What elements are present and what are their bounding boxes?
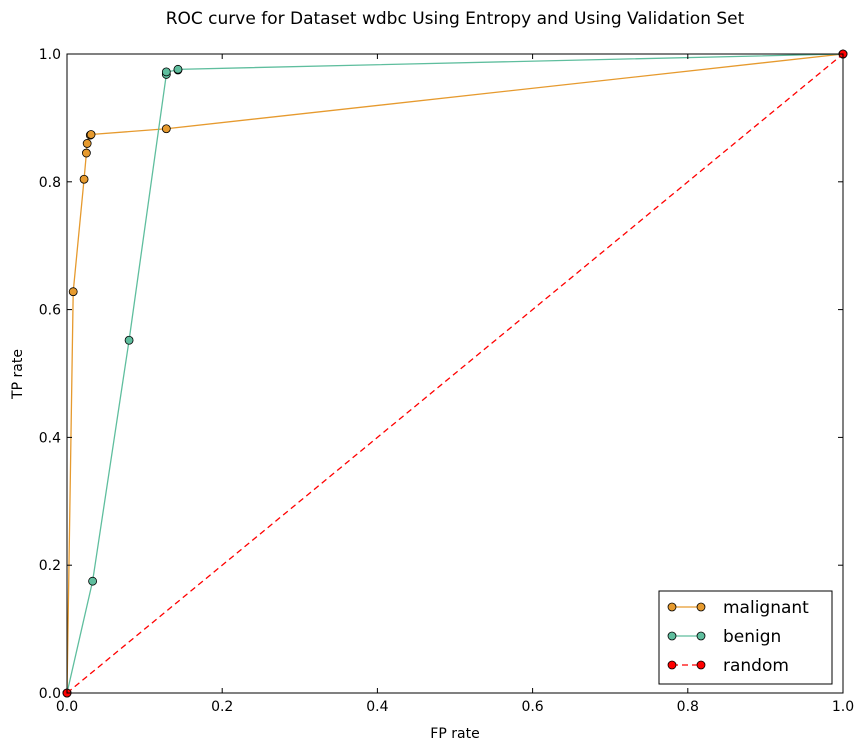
y-tick-label: 0.4 xyxy=(39,430,61,446)
malignant-point xyxy=(86,130,96,139)
series-layer xyxy=(62,49,848,698)
y-tick-label: 0.2 xyxy=(39,558,61,574)
x-axis-label: FP rate xyxy=(430,726,479,742)
malignant-point xyxy=(161,124,171,134)
legend-marker xyxy=(696,631,706,641)
legend-marker xyxy=(667,602,677,612)
y-axis-label: TP rate xyxy=(10,349,26,400)
legend-marker xyxy=(667,631,677,641)
y-tick-label: 0.6 xyxy=(39,303,61,319)
legend-marker xyxy=(696,660,706,670)
benign-point xyxy=(161,67,171,77)
legend-label: random xyxy=(723,656,789,676)
x-tick-label: 0.6 xyxy=(521,699,543,715)
legend-marker xyxy=(667,660,677,670)
benign-point xyxy=(173,64,183,74)
legend-item-random: random xyxy=(667,656,789,676)
legend-item-benign: benign xyxy=(667,627,781,647)
series-malignant xyxy=(62,49,848,698)
random-line xyxy=(67,54,843,693)
ticks-layer: 0.0 0.2 0.4 0.6 0.8 1.0 0.0 0.2 0.4 0.6 0.8 1.0 xyxy=(39,47,854,715)
plot-frame xyxy=(66,53,844,694)
x-tick-label: 1.0 xyxy=(832,699,854,715)
malignant-point xyxy=(79,174,89,184)
y-tick-label: 0.0 xyxy=(39,686,61,702)
y-tick-label: 0.8 xyxy=(39,175,61,191)
legend: malignant benign random xyxy=(658,590,833,685)
x-tick-label: 0.0 xyxy=(56,699,78,715)
legend-marker xyxy=(696,602,706,612)
benign-point xyxy=(88,576,98,586)
legend-label: malignant xyxy=(723,598,809,618)
malignant-point xyxy=(82,139,92,148)
y-tick-label: 1.0 xyxy=(39,47,61,63)
x-tick-label: 0.2 xyxy=(211,699,233,715)
legend-item-malignant: malignant xyxy=(667,598,809,618)
chart-title: ROC curve for Dataset wdbc Using Entropy… xyxy=(166,9,745,29)
malignant-point xyxy=(82,148,91,158)
x-tick-label: 0.8 xyxy=(677,699,699,715)
legend-label: benign xyxy=(723,627,781,647)
x-tick-label: 0.4 xyxy=(366,699,388,715)
benign-point xyxy=(124,335,134,345)
malignant-point xyxy=(68,287,78,297)
